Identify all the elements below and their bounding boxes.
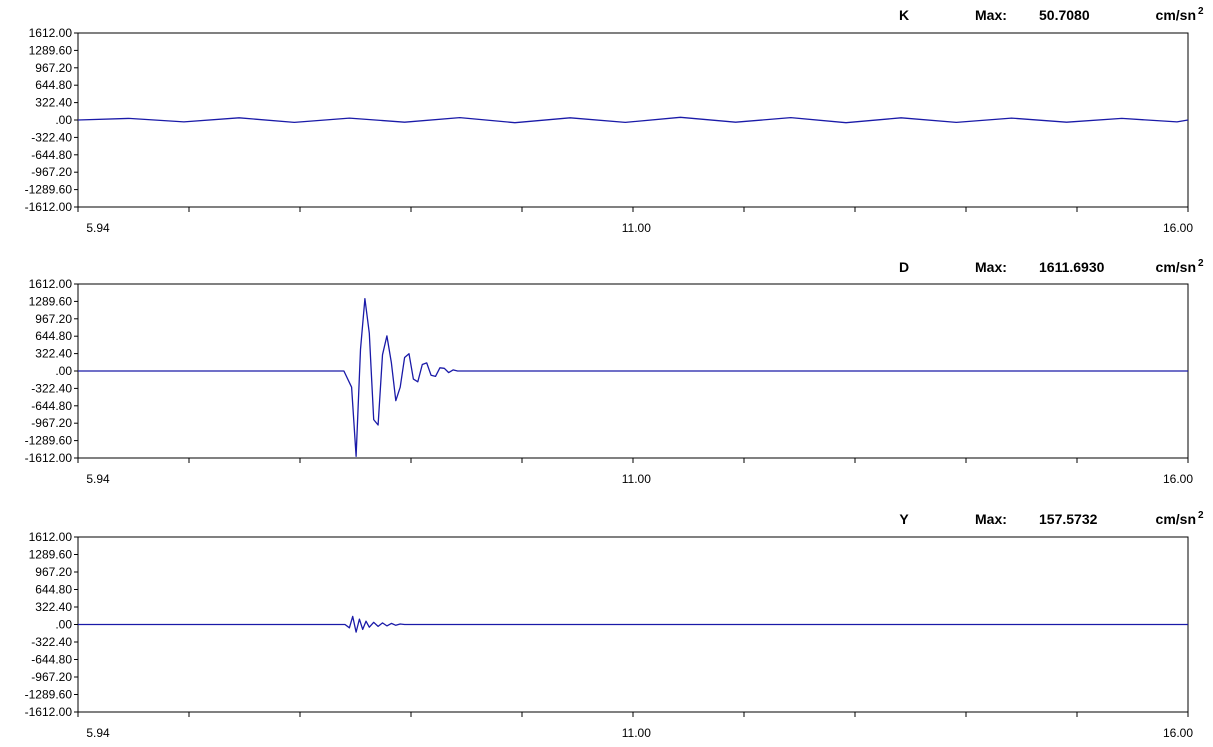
x-tick-label: 5.94 (86, 221, 110, 235)
x-tick-label: 16.00 (1163, 221, 1193, 235)
max-label: Max: (975, 511, 1007, 527)
y-tick-label: 1289.60 (29, 43, 73, 57)
panel-y: 1612.00 1289.60 967.20 644.80 322.40 .00 -322.… (25, 510, 1204, 740)
y-tick-label: 967.20 (35, 312, 72, 326)
x-tick-label: 16.00 (1163, 472, 1193, 486)
max-label: Max: (975, 259, 1007, 275)
y-tick-label: -322.40 (31, 381, 72, 395)
y-tick-label: 322.40 (35, 600, 72, 614)
series-line-k (77, 116, 1189, 124)
panel-k: 1612.00 1289.60 967.20 644.80 322.40 .00 -322.… (25, 6, 1204, 235)
unit-exponent: 2 (1198, 510, 1204, 521)
plot-frame (77, 32, 1189, 208)
y-tick-label: 1612.00 (29, 530, 73, 544)
unit-label: cm/sn (1156, 511, 1196, 527)
y-tick-label: .00 (55, 364, 72, 378)
x-tick-label: 5.94 (86, 726, 110, 740)
unit-exponent: 2 (1198, 258, 1204, 269)
y-tick-label: 322.40 (35, 96, 72, 110)
y-tick-label: -644.80 (31, 653, 72, 667)
y-tick-label: 1612.00 (29, 26, 73, 40)
unit-exponent: 2 (1198, 6, 1204, 17)
max-value: 157.5732 (1039, 511, 1098, 527)
y-tick-label: .00 (55, 618, 72, 632)
x-tick-label: 5.94 (86, 472, 110, 486)
y-tick-label: -322.40 (31, 635, 72, 649)
y-tick-label: 1289.60 (29, 548, 73, 562)
y-tick-label: -1612.00 (25, 451, 73, 465)
y-tick-label: 1289.60 (29, 294, 73, 308)
y-tick-label: 1612.00 (29, 277, 73, 291)
y-tick-label: 644.80 (35, 78, 72, 92)
y-tick-label: -1289.60 (25, 183, 73, 197)
max-value: 1611.6930 (1039, 259, 1105, 275)
y-tick-label: -322.40 (31, 130, 72, 144)
y-tick-label: -967.20 (31, 670, 72, 684)
x-tick-label: 11.00 (622, 221, 651, 235)
y-tick-label: -644.80 (31, 148, 72, 162)
x-tick-label: 11.00 (622, 472, 651, 486)
channel-label: K (899, 7, 909, 23)
y-tick-label: -1289.60 (25, 688, 73, 702)
x-tick-label: 11.00 (622, 726, 651, 740)
y-tick-label: -1612.00 (25, 705, 73, 719)
series-line-y (78, 615, 1188, 633)
max-value: 50.7080 (1039, 7, 1090, 23)
panel-d: 1612.00 1289.60 967.20 644.80 322.40 .00 -322.… (25, 258, 1204, 486)
max-label: Max: (975, 7, 1007, 23)
channel-label: Y (899, 511, 909, 527)
y-tick-label: 967.20 (35, 61, 72, 75)
y-tick-label: 967.20 (35, 565, 72, 579)
y-tick-label: 644.80 (35, 329, 72, 343)
series-line-d (78, 298, 1188, 457)
y-tick-label: -644.80 (31, 399, 72, 413)
y-tick-label: 644.80 (35, 583, 72, 597)
y-tick-label: -967.20 (31, 165, 72, 179)
y-tick-label: -1612.00 (25, 200, 73, 214)
y-tick-label: .00 (55, 113, 72, 127)
unit-label: cm/sn (1156, 7, 1196, 23)
y-tick-label: -1289.60 (25, 434, 73, 448)
x-tick-label: 16.00 (1163, 726, 1193, 740)
channel-label: D (899, 259, 909, 275)
y-tick-label: 322.40 (35, 347, 72, 361)
y-tick-label: -967.20 (31, 416, 72, 430)
unit-label: cm/sn (1156, 259, 1196, 275)
